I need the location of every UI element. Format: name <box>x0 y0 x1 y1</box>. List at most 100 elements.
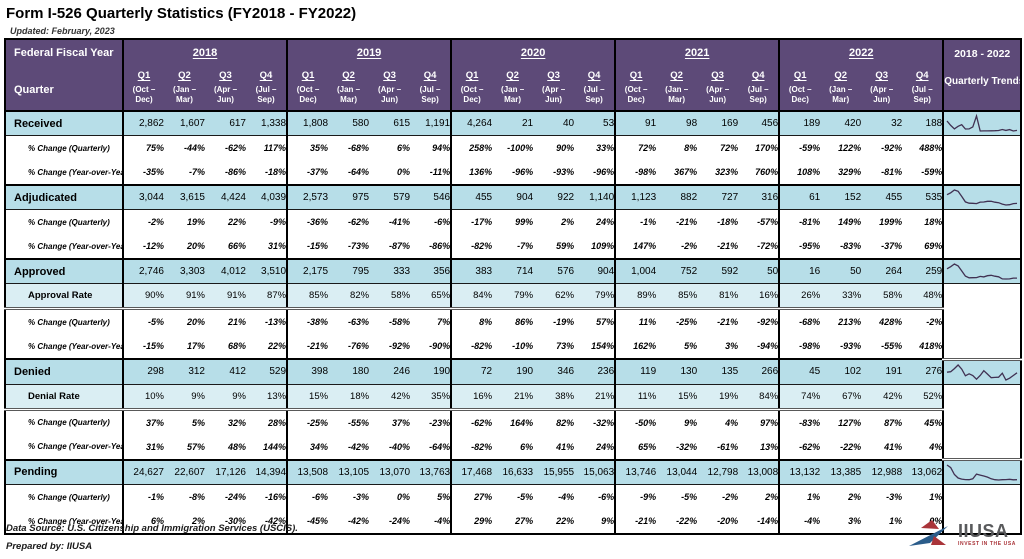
value-cell: 975 <box>328 184 370 210</box>
value-cell: 236 <box>574 358 616 385</box>
fiscal-year-quarter-header: Federal Fiscal Year Quarter <box>5 39 124 111</box>
row-label: % Change (Quarterly) <box>5 409 124 435</box>
trend-empty-cell <box>942 283 1022 361</box>
value-cell: 5% <box>410 484 452 509</box>
value-cell: 24% <box>574 209 616 234</box>
quarter-months: (Jul – Sep) <box>747 85 769 104</box>
value-cell: 579 <box>369 184 411 210</box>
value-cell: 81% <box>697 283 739 310</box>
value-cell: -11% <box>410 160 452 185</box>
value-cell: -20% <box>697 509 739 534</box>
value-cell: -2% <box>656 234 698 259</box>
value-cell: 65% <box>410 283 452 310</box>
value-cell: 18% <box>902 209 944 234</box>
year-text: 2021 <box>684 47 710 59</box>
value-cell: -86% <box>205 160 246 185</box>
value-cell: -36% <box>286 209 329 234</box>
value-cell: -10% <box>492 334 534 359</box>
value-cell: 298 <box>122 358 164 385</box>
value-cell: 62% <box>533 283 575 310</box>
value-cell: 316 <box>738 184 780 210</box>
table-row: Adjudicated 3,044 3,615 4,424 4,039 2,573 975 5… <box>5 184 1022 210</box>
value-cell: 312 <box>164 358 205 385</box>
value-cell: -5% <box>656 484 698 509</box>
value-cell: 42% <box>861 384 903 411</box>
value-cell: -82% <box>450 234 493 259</box>
value-cell: 2,175 <box>286 258 329 284</box>
quarter-header: Q2 (Jan – Mar) <box>656 66 698 111</box>
value-cell: -6% <box>286 484 329 509</box>
value-cell: -21% <box>286 334 329 359</box>
quarter-months: (Jan – Mar) <box>172 85 197 104</box>
value-cell: -25% <box>286 409 329 435</box>
value-cell: 97% <box>738 409 780 435</box>
value-cell: 32 <box>861 110 903 136</box>
table-row: Received 2,862 1,607 617 1,338 1,808 580 615 1,1… <box>5 110 1022 136</box>
year-header: 2022 <box>778 39 944 66</box>
value-cell: 69% <box>902 234 944 259</box>
value-cell: 15,955 <box>533 458 575 485</box>
quarter-header: Q1 (Oct – Dec) <box>122 66 164 111</box>
value-cell: -72% <box>738 234 780 259</box>
trend-sparkline-icon <box>947 363 1018 381</box>
value-cell: 65% <box>614 434 657 460</box>
quarter-header: Q2 (Jan – Mar) <box>492 66 534 111</box>
value-cell: 22% <box>246 334 288 359</box>
value-cell: 191 <box>861 358 903 385</box>
value-cell: 99% <box>492 209 534 234</box>
table-row: % Change (Quarterly) 37% 5% 32% 28% -25% -55% 3… <box>5 409 1021 435</box>
value-cell: 21 <box>492 110 534 136</box>
table-row: % Change (Year-over-Year) 31% 57% 48% 144% 34… <box>5 434 1021 460</box>
value-cell: 13% <box>246 384 288 411</box>
value-cell: 27% <box>450 484 493 509</box>
value-cell: -64% <box>410 434 452 460</box>
value-cell: -96% <box>574 160 616 185</box>
table-row: % Change (Year-over-Year) -12% 20% 66% 31% -1… <box>5 234 1021 259</box>
value-cell: 2% <box>533 209 575 234</box>
quarter-months: (Oct – Dec) <box>132 85 156 104</box>
value-cell: 10% <box>122 384 164 411</box>
quarter-number: Q2 <box>506 70 519 81</box>
value-cell: 82% <box>328 283 370 310</box>
quarter-number: Q3 <box>547 70 560 81</box>
value-cell: -92% <box>369 334 411 359</box>
value-cell: 3% <box>820 509 862 534</box>
value-cell: 32% <box>205 409 246 435</box>
trend-sparkline-icon <box>946 263 1018 280</box>
year-header: 2018 <box>121 39 288 66</box>
value-cell: -45% <box>286 509 329 534</box>
value-cell: -44% <box>164 135 205 160</box>
value-cell: 190 <box>492 358 534 385</box>
value-cell: 16,633 <box>492 458 534 485</box>
quarter-number: Q3 <box>711 70 724 81</box>
value-cell: 795 <box>328 258 370 284</box>
value-cell: 418% <box>902 334 944 359</box>
value-cell: -86% <box>410 234 452 259</box>
value-cell: 6% <box>369 135 411 160</box>
value-cell: -100% <box>492 135 534 160</box>
value-cell: 13,746 <box>614 458 657 485</box>
value-cell: 34% <box>286 434 329 460</box>
value-cell: 24,627 <box>122 458 164 485</box>
value-cell: 89% <box>614 283 657 310</box>
value-cell: -2% <box>122 209 164 234</box>
value-cell: 580 <box>328 110 370 136</box>
value-cell: 74% <box>778 384 821 411</box>
value-cell: -35% <box>122 160 164 185</box>
value-cell: -4% <box>533 484 575 509</box>
value-cell: -93% <box>533 160 575 185</box>
value-cell: 21% <box>492 384 534 411</box>
value-cell: 73% <box>533 334 575 359</box>
value-cell: 102 <box>820 358 862 385</box>
value-cell: 66% <box>205 234 246 259</box>
value-cell: 90% <box>533 135 575 160</box>
value-cell: 152 <box>820 184 862 210</box>
value-cell: -59% <box>778 135 821 160</box>
table-row: % Change (Quarterly) 75% -44% -62% 117% 35% -6… <box>5 135 1022 185</box>
value-cell: -73% <box>328 234 370 259</box>
row-label: Denied <box>5 358 124 385</box>
value-cell: 52% <box>902 384 944 411</box>
value-cell: 84% <box>738 384 780 411</box>
value-cell: 91% <box>164 283 205 310</box>
